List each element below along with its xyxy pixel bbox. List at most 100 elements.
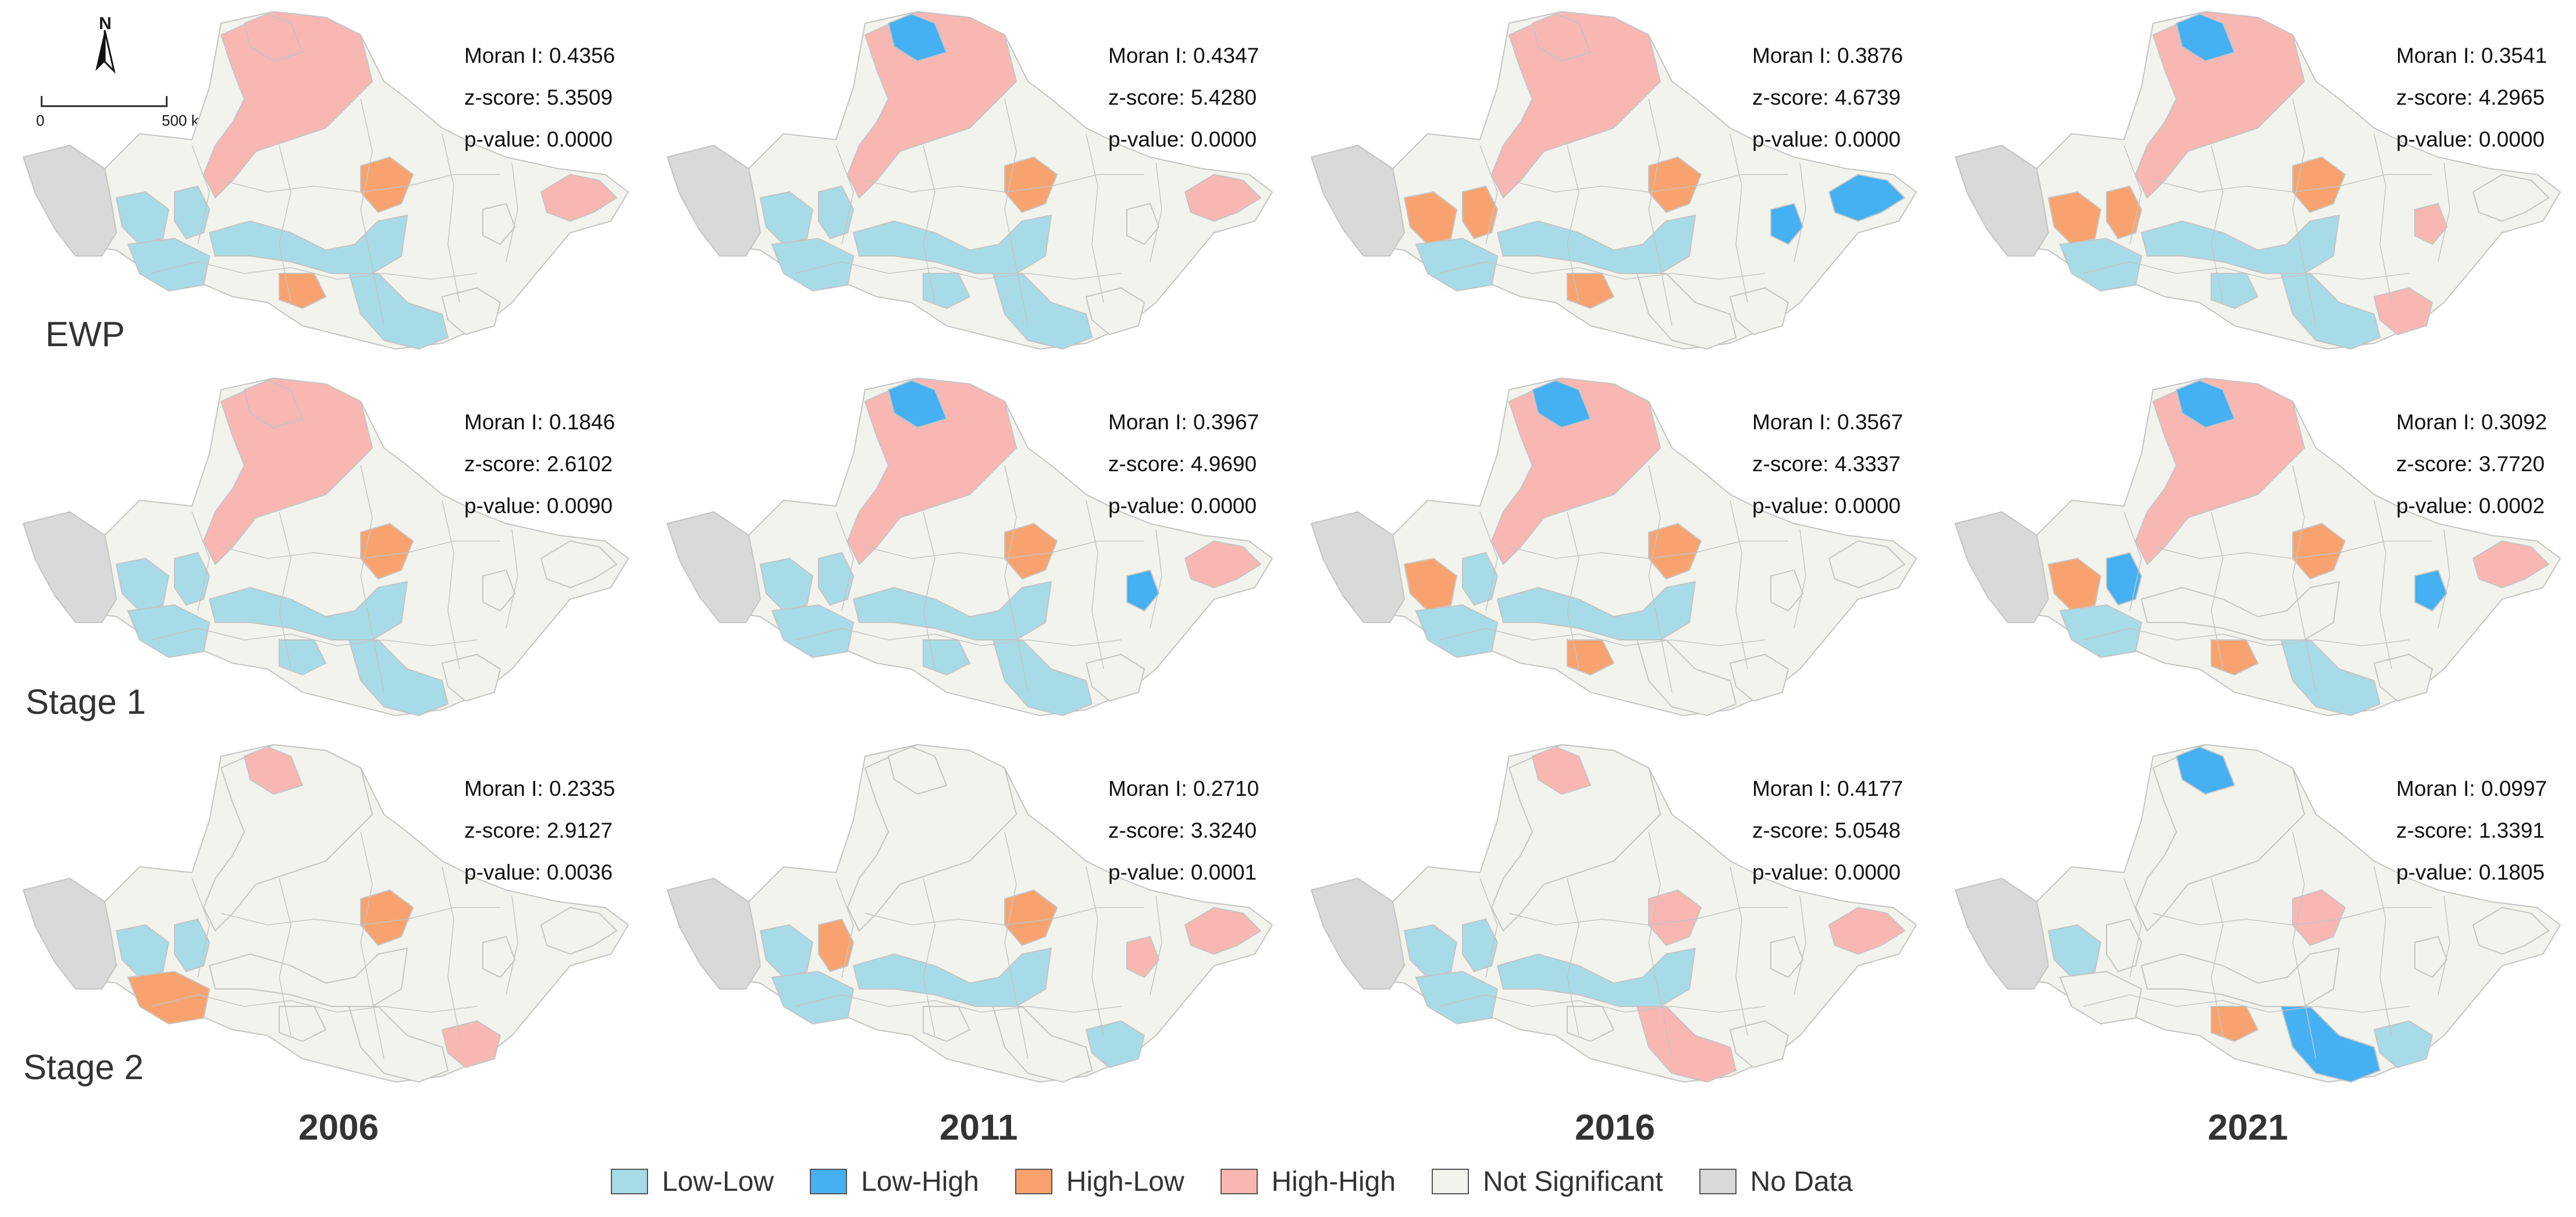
z-score-value: z-score: 4.9690: [1108, 452, 1257, 476]
map-region-south-east: [2373, 1020, 2433, 1069]
z-score-value: z-score: 5.0548: [1752, 819, 1901, 842]
county-boundary-line: [1730, 500, 1748, 670]
row-label-stage-2: Stage 2: [23, 1048, 144, 1087]
county-boundary-line: [2123, 878, 2142, 978]
map-region-center-band: [2140, 214, 2340, 274]
row-label-ewp: EWP: [45, 315, 125, 354]
county-boundary-line: [2211, 145, 2223, 303]
county-boundary-line: [1508, 174, 1788, 193]
county-boundary-line: [506, 895, 518, 995]
county-boundary-line: [1730, 866, 1748, 1036]
map-region-south-west: [1415, 237, 1499, 292]
z-score-value: z-score: 4.3337: [1752, 452, 1901, 476]
county-boundary-line: [2438, 529, 2450, 629]
map-region-mid-west2: [1462, 551, 1499, 606]
map-region-north: [846, 743, 1017, 932]
row-label-stage-1: Stage 1: [26, 682, 146, 721]
map-region-mid-west: [115, 557, 170, 612]
county-boundary-line: [1004, 831, 1029, 1059]
map-region-mid-west: [115, 924, 170, 978]
moran-statistics: Moran I: 0.0997 z-score: 1.3391 p-value: 0…: [2396, 768, 2547, 894]
legend-swatch-high-low: [1015, 1169, 1052, 1194]
moran-statistics: Moran I: 0.1846 z-score: 2.6102 p-value: 0…: [464, 401, 615, 527]
legend-item-high-high: High-High: [1220, 1166, 1396, 1198]
map-panel: Moran I: 0.3092 z-score: 3.7720 p-value: 0…: [1932, 366, 2576, 733]
map-region-south-low: [1636, 1006, 1737, 1083]
map-region-south-center: [2211, 639, 2259, 676]
map-region-no-data: [666, 877, 762, 990]
p-value-value: p-value: 0.0000: [1108, 127, 1257, 151]
map-region-east-small: [1770, 202, 1804, 245]
p-value-value: p-value: 0.0001: [1108, 860, 1257, 884]
moran-i-value: Moran I: 0.3092: [2396, 410, 2547, 434]
map-region-south-center: [923, 273, 971, 309]
map-panel: Moran I: 0.4356 z-score: 5.3509 p-value: 0…: [0, 0, 644, 366]
county-boundary-line: [1439, 261, 1766, 280]
county-boundary-line: [1150, 162, 1162, 262]
year-label-2006: 2006: [298, 1108, 379, 1148]
p-value-value: p-value: 0.0000: [2396, 127, 2545, 151]
map-region-south-west: [127, 604, 211, 659]
map-svg: [1954, 377, 2561, 717]
map-region-no-data: [1954, 877, 2050, 990]
map-svg: [1954, 10, 2561, 350]
map-region-south-low: [992, 273, 1093, 350]
map-region-south-center: [2211, 273, 2259, 309]
county-boundary-line: [1648, 98, 1673, 326]
county-boundary-line: [2374, 500, 2392, 670]
map-region-center-band: [1496, 947, 1696, 1007]
z-score-value: z-score: 3.7720: [2396, 452, 2545, 476]
p-value-value: p-value: 0.0090: [464, 494, 613, 518]
map-region-south-center: [923, 639, 971, 676]
north-arrow-icon: [95, 30, 116, 74]
z-score-value: z-score: 4.2965: [2396, 86, 2545, 109]
map-region-south-center: [923, 1006, 971, 1042]
moran-statistics: Moran I: 0.3967 z-score: 4.9690 p-value: 0…: [1108, 401, 1259, 527]
legend-swatch-no-data: [1699, 1169, 1737, 1194]
legend: Low-Low Low-High High-Low High-High Not …: [611, 1161, 1889, 1202]
map-region-mid-west2: [174, 185, 211, 240]
county-boundary-line: [191, 145, 210, 245]
map-region-east-small: [2414, 935, 2448, 978]
map-region-mid-west2: [1462, 185, 1499, 240]
map-region-mid-west2: [818, 551, 855, 606]
map-region-no-data: [1310, 144, 1406, 257]
legend-label-no-data: No Data: [1750, 1166, 1853, 1197]
county-boundary-line: [1648, 465, 1673, 693]
legend-label-high-high: High-High: [1271, 1166, 1396, 1197]
county-boundary-line: [864, 540, 1144, 559]
map-svg: [22, 743, 629, 1083]
moran-statistics: Moran I: 0.2335 z-score: 2.9127 p-value: 0…: [464, 768, 615, 894]
map-region-south-low: [2280, 1006, 2381, 1083]
county-boundary-line: [1479, 878, 1498, 978]
county-boundary-line: [360, 98, 385, 326]
legend-label-low-high: Low-High: [861, 1166, 979, 1197]
map-region-no-data: [1310, 877, 1406, 990]
map-region-no-data: [22, 877, 118, 990]
moran-i-value: Moran I: 0.2335: [464, 777, 615, 800]
county-boundary-line: [506, 162, 518, 262]
moran-i-value: Moran I: 0.4356: [464, 44, 615, 67]
map-region-center-band: [2140, 947, 2340, 1007]
map-region-south-west: [2059, 604, 2143, 659]
county-boundary-line: [1730, 133, 1748, 303]
legend-label-high-low: High-Low: [1066, 1166, 1184, 1197]
county-boundary-line: [2292, 98, 2317, 326]
map-region-mid-west2: [2106, 551, 2143, 606]
p-value-value: p-value: 0.0002: [2396, 494, 2545, 518]
map-region-far-east: [540, 173, 618, 222]
map-region-south-west: [1415, 970, 1499, 1025]
map-region-mid-west2: [174, 918, 211, 973]
county-boundary-line: [795, 994, 1122, 1013]
map-svg: [1310, 377, 1917, 717]
map-region-south-east: [441, 287, 501, 336]
moran-i-value: Moran I: 0.3567: [1752, 410, 1903, 434]
county-boundary-line: [151, 261, 478, 280]
map-region-north-small: [1531, 746, 1592, 795]
county-boundary-line: [2152, 540, 2432, 559]
legend-item-no-data: No Data: [1699, 1166, 1853, 1198]
county-boundary-line: [2292, 831, 2317, 1059]
county-boundary-line: [2438, 895, 2450, 995]
map-region-south-low: [2280, 273, 2381, 350]
map-region-east-small: [2414, 202, 2448, 245]
